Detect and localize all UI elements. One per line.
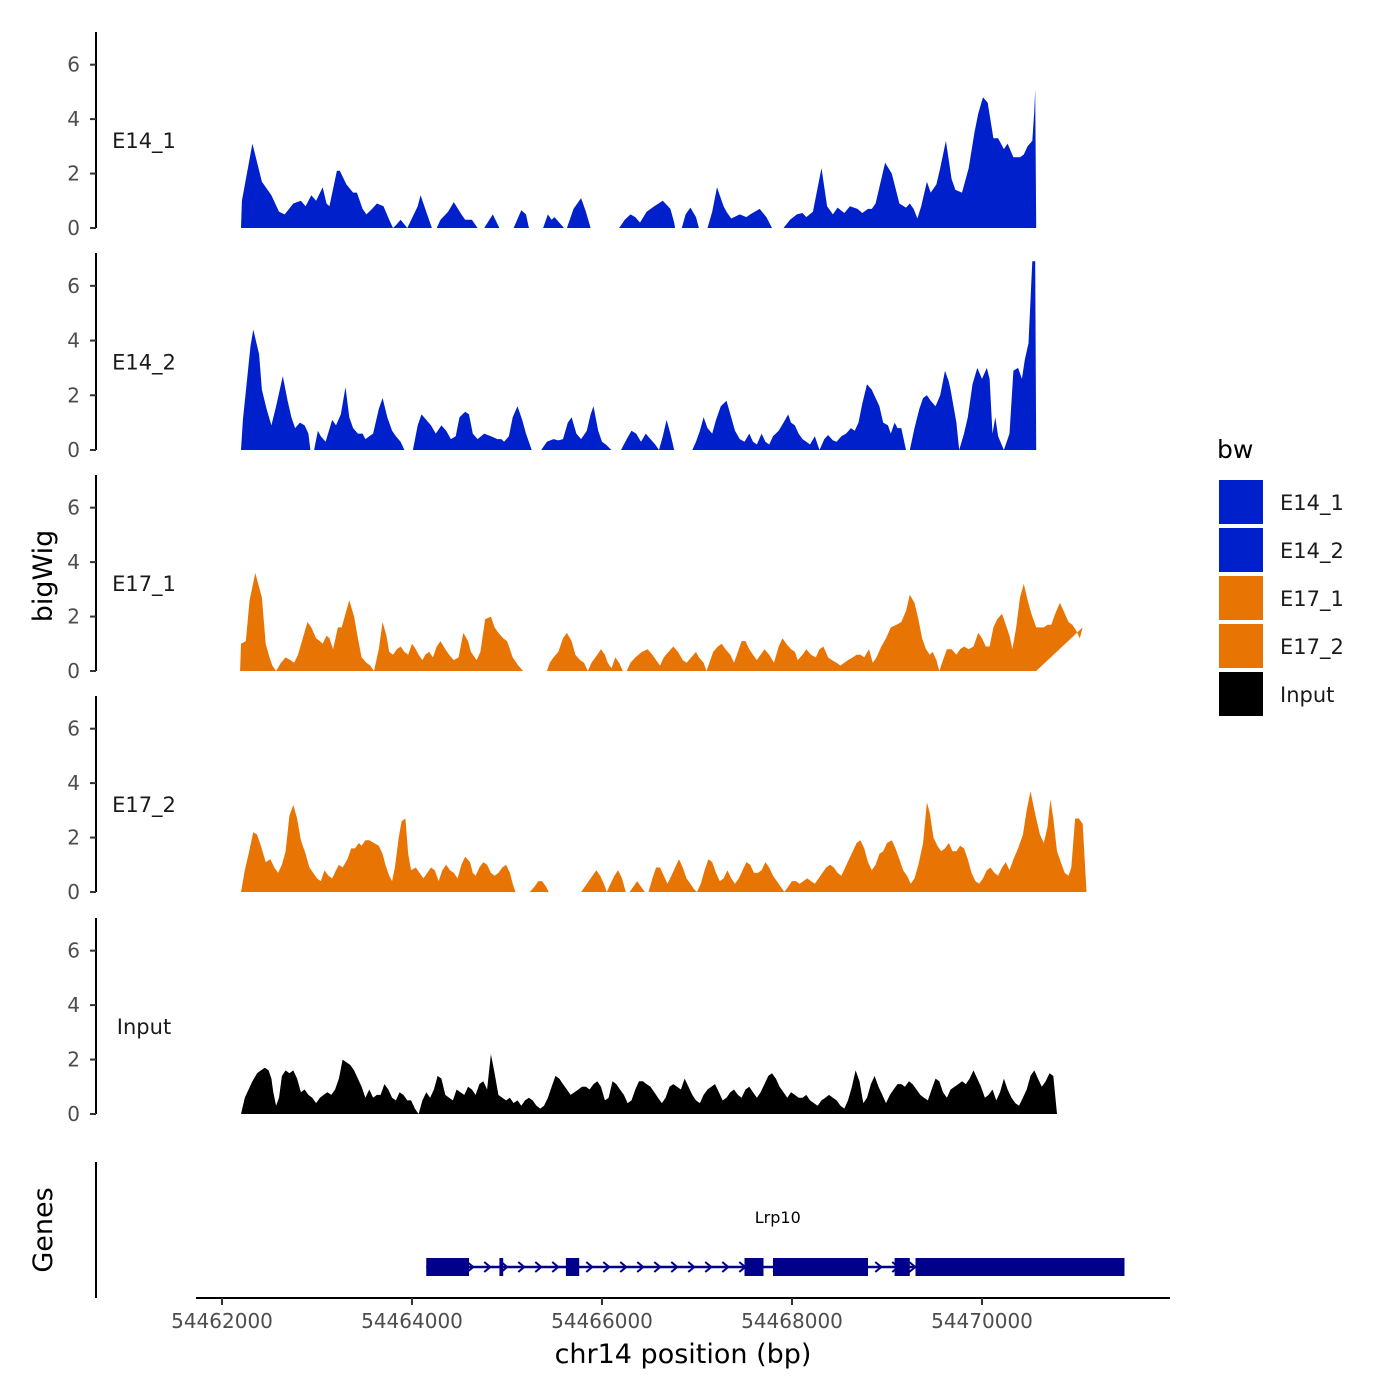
legend-label: E14_2 [1280,539,1344,564]
y-tick-label: 6 [67,717,80,741]
gene-exon [565,1258,580,1276]
strand-arrow [551,1261,560,1273]
x-tick-label: 54462000 [171,1309,273,1333]
x-tick-label: 54466000 [551,1309,653,1333]
strand-arrow [483,1261,492,1273]
y-tick-label: 2 [67,605,80,629]
y-tick-label: 0 [67,216,80,240]
gene-track: Lrp10 [95,1162,1125,1298]
strand-arrow [653,1261,662,1273]
y-tick-label: 0 [67,438,80,462]
gene-lrp10: Lrp10 [426,1208,1125,1276]
legend-swatch [1219,480,1263,524]
gene-exon [773,1258,868,1276]
panel-e14-1: 0 2 4 6 E14_1 [67,32,1037,240]
y-axis-title: bigWig [28,530,59,623]
panel-e17-1: 0 2 4 6 E17_1 [67,475,1083,683]
legend-label: E14_1 [1280,491,1344,516]
y-tick-label: 0 [67,880,80,904]
area-series-e14-2 [241,261,1037,450]
genes-axis-title: Genes [28,1187,59,1272]
y-tick-label: 2 [67,383,80,407]
track-panels: 0 2 4 6 E14_1 0 2 4 6 E14_2 0 2 4 6 E17_1 0 2 4 6 E17_2 0 2 4 6… [67,32,1087,1126]
strand-arrow [585,1261,594,1273]
legend-title: bw [1217,435,1253,464]
y-tick-label: 6 [67,53,80,77]
y-tick-label: 2 [67,826,80,850]
y-tick-label: 4 [67,771,80,795]
y-tick-label: 6 [67,274,80,298]
strand-arrow [670,1261,679,1273]
panel-label: E14_1 [112,129,176,154]
strand-arrow [636,1261,645,1273]
legend-label: E17_1 [1280,587,1344,612]
panel-label: E17_2 [112,793,176,818]
y-tick-label: 0 [67,1102,80,1126]
y-tick-label: 2 [67,1048,80,1072]
strand-arrow [721,1261,730,1273]
area-series-e17-1 [240,573,1083,671]
strand-arrow [517,1261,526,1273]
strand-arrow [602,1261,611,1273]
legend-entry-input: Input [1219,672,1334,716]
gene-exon [744,1258,764,1276]
y-tick-label: 0 [67,659,80,683]
gene-exon [894,1258,910,1276]
x-axis: 54462000 54464000 54466000 54468000 54470000 [171,1297,1170,1333]
legend-swatch [1219,624,1263,668]
legend: bw E14_1 E14_2 E17_1 E17_2 Input [1217,435,1344,716]
x-tick-label: 54470000 [931,1309,1033,1333]
strand-arrow [908,1261,917,1273]
strand-arrow [874,1261,883,1273]
area-series-e14-1 [241,89,1037,228]
legend-swatch [1219,576,1263,620]
legend-label: E17_2 [1280,635,1344,660]
legend-entry-e14-2: E14_2 [1219,528,1344,572]
gene-exon [426,1258,469,1276]
x-tick-label: 54468000 [741,1309,843,1333]
y-tick-label: 2 [67,162,80,186]
y-tick-label: 6 [67,939,80,963]
panel-input: 0 2 4 6 Input [67,918,1057,1126]
legend-entry-e17-2: E17_2 [1219,624,1344,668]
strand-arrow [704,1261,713,1273]
y-tick-label: 6 [67,496,80,520]
strand-arrow [466,1261,475,1273]
area-series-e17-2 [241,791,1087,892]
y-tick-label: 4 [67,550,80,574]
panel-e17-2: 0 2 4 6 E17_2 [67,696,1087,904]
gene-label: Lrp10 [755,1208,801,1227]
y-tick-label: 4 [67,329,80,353]
panel-label: Input [117,1015,171,1039]
legend-entry-e17-1: E17_1 [1219,576,1344,620]
x-axis-title: chr14 position (bp) [555,1339,812,1370]
gene-exon [499,1258,504,1276]
x-ticks: 54462000 54464000 54466000 54468000 54470000 [171,1298,1033,1333]
legend-swatch [1219,528,1263,572]
strand-arrow [534,1261,543,1273]
gene-models: Lrp10 [426,1208,1125,1276]
panel-label: E17_1 [112,572,176,597]
legend-entries: E14_1 E14_2 E17_1 E17_2 Input [1219,480,1344,716]
gene-exon [915,1258,1125,1276]
legend-swatch [1219,672,1263,716]
strand-arrow [619,1261,628,1273]
y-tick-label: 4 [67,993,80,1017]
strand-arrow [687,1261,696,1273]
y-tick-label: 4 [67,107,80,131]
panel-label: E14_2 [112,350,176,375]
panel-e14-2: 0 2 4 6 E14_2 [67,253,1037,462]
area-series-input [241,1054,1057,1114]
legend-label: Input [1280,683,1334,707]
strand-arrow [500,1261,509,1273]
x-tick-label: 54464000 [361,1309,463,1333]
legend-entry-e14-1: E14_1 [1219,480,1344,524]
